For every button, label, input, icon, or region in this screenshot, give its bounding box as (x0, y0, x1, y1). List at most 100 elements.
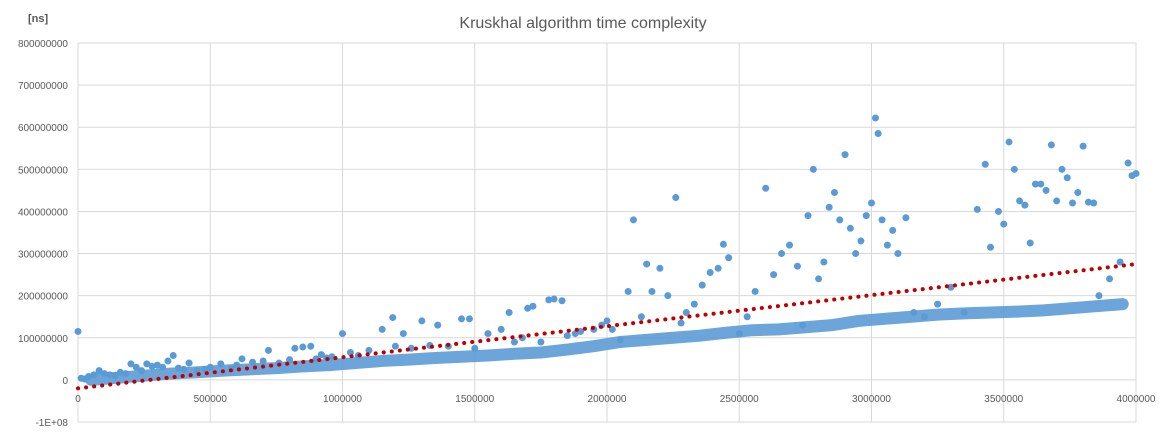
dense-data-band (85, 298, 1129, 386)
data-point (286, 356, 294, 364)
data-point (799, 321, 807, 329)
data-point (1069, 199, 1077, 207)
data-point (1063, 174, 1071, 182)
data-point (185, 359, 193, 367)
data-point (399, 330, 407, 338)
data-point (317, 351, 325, 359)
x-tick-label: 500000 (194, 394, 228, 405)
data-point (1084, 198, 1092, 206)
data-point (1106, 275, 1114, 283)
data-point (725, 254, 733, 262)
data-point (637, 313, 645, 321)
x-tick-label: 1500000 (455, 394, 494, 405)
data-point (1124, 159, 1132, 167)
data-point (1047, 141, 1055, 149)
data-point (434, 321, 442, 329)
data-point (217, 360, 225, 368)
data-point (529, 302, 537, 310)
data-point (603, 317, 611, 325)
y-tick-label: 0 (62, 376, 68, 387)
data-point (841, 151, 849, 159)
data-point (664, 292, 672, 300)
y-tick-label: 800000000 (18, 39, 68, 50)
data-point (90, 371, 98, 379)
data-point (682, 309, 690, 317)
data-point (629, 216, 637, 224)
data-point (1021, 201, 1029, 209)
data-point (378, 325, 386, 333)
data-point (624, 287, 632, 295)
data-point (981, 160, 989, 168)
data-point (201, 365, 209, 373)
data-point (74, 327, 82, 335)
data-point (159, 363, 167, 371)
data-point (690, 300, 698, 308)
data-point (889, 226, 897, 234)
data-point (238, 355, 246, 363)
data-point (563, 332, 571, 340)
data-point (1132, 170, 1140, 178)
data-point (934, 300, 942, 308)
x-tick-label: 3500000 (984, 394, 1023, 405)
x-tick-label: 1000000 (323, 394, 362, 405)
data-point (339, 330, 346, 338)
data-point (524, 304, 532, 312)
data-point (1016, 197, 1024, 205)
data-point (868, 199, 875, 207)
data-band (85, 298, 1129, 386)
trendline-path (76, 262, 1138, 391)
y-tick-label: 400000000 (18, 207, 68, 218)
data-point (497, 325, 505, 333)
data-point (206, 363, 214, 371)
data-point (809, 165, 817, 173)
data-point (883, 241, 891, 249)
data-point (793, 262, 801, 270)
data-point (836, 216, 844, 224)
data-point (510, 338, 518, 346)
data-point (706, 269, 714, 277)
data-point (815, 275, 823, 283)
data-point (894, 250, 902, 258)
data-point (852, 250, 860, 258)
data-point (825, 203, 833, 211)
data-point (960, 309, 968, 317)
y-tick-label: 300000000 (18, 250, 68, 261)
x-tick-label: 4000000 (1117, 394, 1156, 405)
data-point (85, 373, 93, 381)
data-point (648, 287, 656, 295)
data-point (1026, 239, 1034, 247)
data-point (180, 365, 188, 373)
data-point (249, 358, 257, 366)
data-point (1095, 292, 1103, 300)
data-point (505, 309, 513, 317)
data-point (164, 357, 172, 365)
data-point (857, 237, 865, 245)
data-point (143, 360, 151, 368)
data-point (116, 368, 124, 376)
data-point (778, 250, 786, 258)
data-point (616, 336, 624, 344)
data-point (111, 372, 119, 380)
data-point (820, 258, 828, 266)
data-point (458, 315, 466, 323)
data-point (153, 361, 161, 369)
data-point (264, 346, 272, 354)
data-point (994, 207, 1002, 215)
data-points (74, 114, 1140, 383)
data-point (259, 357, 267, 365)
data-point (484, 330, 492, 338)
data-point (291, 344, 299, 352)
data-point (100, 370, 108, 378)
x-tick-label: 0 (75, 394, 81, 405)
x-tick-label: 3000000 (852, 394, 891, 405)
y-tick-label: -1E+08 (35, 418, 68, 429)
data-point (751, 287, 759, 295)
y-axis-label: [ns] (28, 13, 49, 25)
data-point (830, 188, 838, 196)
data-point (1000, 220, 1008, 228)
data-point (169, 351, 177, 359)
data-point (1058, 165, 1066, 173)
data-point (545, 296, 553, 304)
data-point (862, 212, 870, 220)
data-point (127, 360, 135, 368)
